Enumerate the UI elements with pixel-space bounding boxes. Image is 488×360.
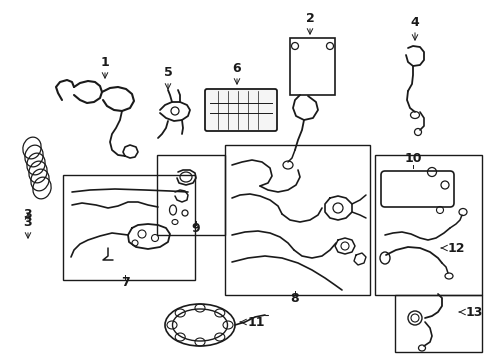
Bar bbox=[224, 145, 369, 295]
Text: 2: 2 bbox=[305, 12, 314, 24]
Text: 10: 10 bbox=[404, 152, 421, 165]
Text: 5: 5 bbox=[163, 67, 172, 80]
Text: 4: 4 bbox=[410, 15, 419, 28]
Text: 13: 13 bbox=[465, 306, 482, 319]
Bar bbox=[63, 175, 195, 280]
Bar bbox=[157, 155, 224, 235]
Bar bbox=[394, 295, 481, 352]
Bar bbox=[289, 38, 334, 95]
Text: 3: 3 bbox=[23, 208, 32, 221]
Bar bbox=[374, 155, 481, 295]
Text: 9: 9 bbox=[191, 221, 200, 234]
Text: 11: 11 bbox=[247, 315, 265, 328]
Text: 3: 3 bbox=[23, 216, 32, 229]
Text: 8: 8 bbox=[290, 292, 299, 305]
FancyBboxPatch shape bbox=[204, 89, 276, 131]
Text: 12: 12 bbox=[447, 242, 465, 255]
Text: 1: 1 bbox=[101, 57, 109, 69]
Text: 7: 7 bbox=[121, 275, 129, 288]
Text: 6: 6 bbox=[232, 62, 241, 75]
